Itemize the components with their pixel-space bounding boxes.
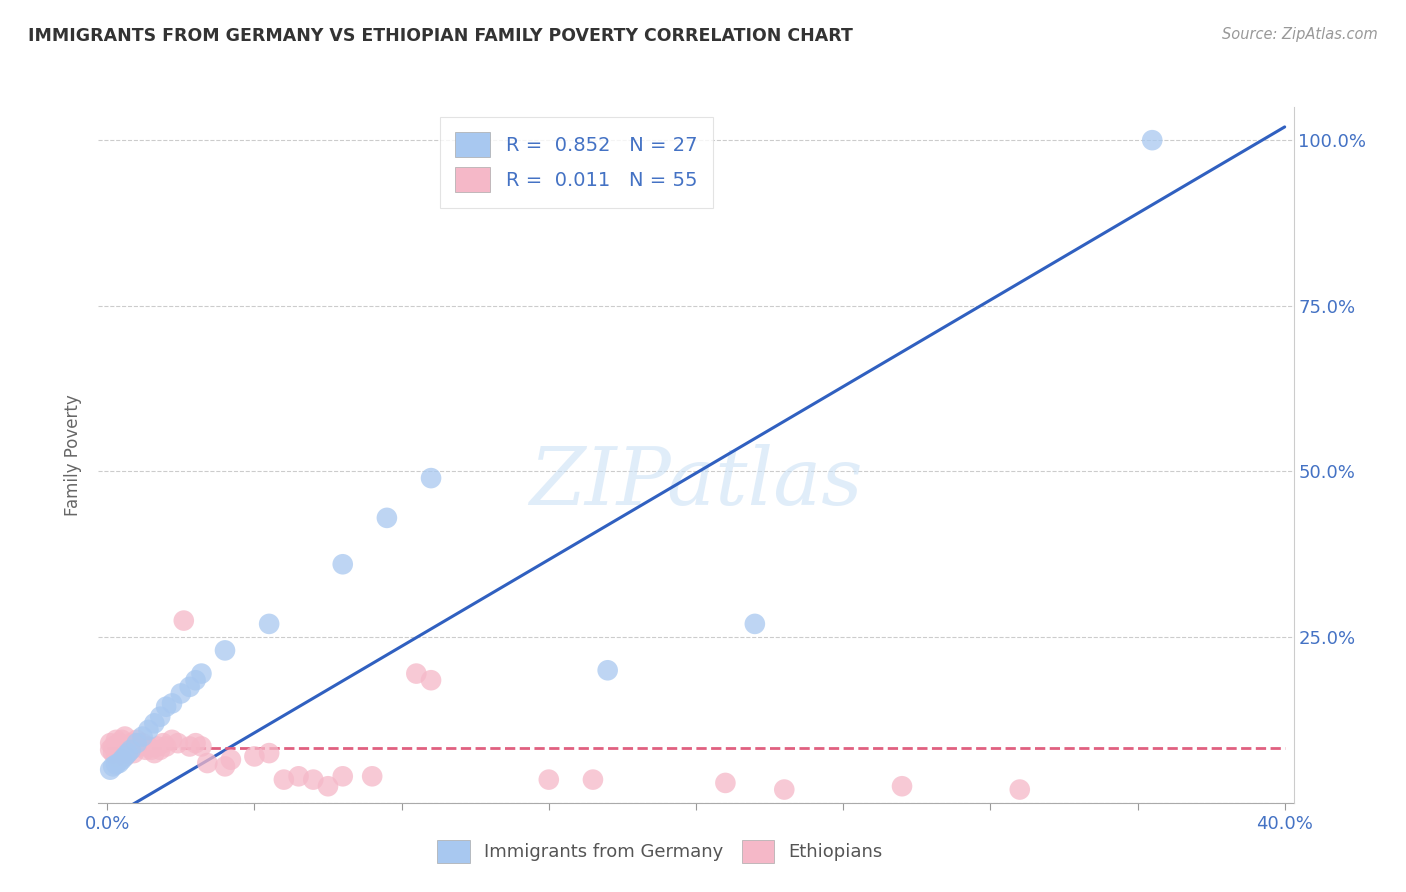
Point: [219, 753, 242, 767]
Point: [117, 739, 139, 754]
Point: [316, 779, 339, 793]
Point: [138, 739, 160, 754]
Point: [98, 763, 121, 777]
Point: [332, 769, 354, 783]
Point: [120, 736, 142, 750]
Point: [101, 739, 124, 754]
Point: [111, 739, 134, 754]
Point: [214, 759, 236, 773]
Point: [375, 511, 398, 525]
Point: [149, 743, 172, 757]
Point: [190, 739, 212, 754]
Text: IMMIGRANTS FROM GERMANY VS ETHIOPIAN FAMILY POVERTY CORRELATION CHART: IMMIGRANTS FROM GERMANY VS ETHIOPIAN FAM…: [28, 27, 853, 45]
Point: [1142, 133, 1164, 147]
Point: [149, 709, 172, 723]
Point: [117, 746, 139, 760]
Point: [131, 736, 153, 750]
Point: [537, 772, 560, 787]
Point: [111, 753, 134, 767]
Text: ZIPatlas: ZIPatlas: [529, 444, 863, 522]
Point: [155, 699, 177, 714]
Point: [128, 739, 150, 754]
Point: [105, 732, 128, 747]
Point: [105, 757, 128, 772]
Point: [101, 746, 124, 760]
Point: [98, 743, 121, 757]
Point: [714, 776, 737, 790]
Point: [420, 673, 443, 688]
Point: [108, 736, 131, 750]
Point: [596, 663, 619, 677]
Y-axis label: Family Poverty: Family Poverty: [65, 394, 83, 516]
Point: [744, 616, 766, 631]
Point: [773, 782, 796, 797]
Point: [105, 749, 128, 764]
Point: [152, 736, 174, 750]
Point: [120, 743, 142, 757]
Point: [101, 759, 124, 773]
Point: [173, 614, 195, 628]
Point: [146, 739, 169, 754]
Point: [108, 743, 131, 757]
Point: [190, 666, 212, 681]
Point: [287, 769, 309, 783]
Point: [122, 739, 145, 754]
Point: [167, 736, 190, 750]
Point: [98, 736, 121, 750]
Point: [160, 697, 183, 711]
Point: [891, 779, 914, 793]
Point: [361, 769, 384, 783]
Point: [122, 746, 145, 760]
Point: [125, 736, 148, 750]
Point: [143, 716, 166, 731]
Point: [143, 746, 166, 760]
Point: [420, 471, 443, 485]
Text: Source: ZipAtlas.com: Source: ZipAtlas.com: [1222, 27, 1378, 42]
Point: [405, 666, 427, 681]
Point: [184, 673, 207, 688]
Point: [195, 756, 218, 770]
Point: [114, 749, 136, 764]
Point: [134, 743, 156, 757]
Point: [125, 732, 148, 747]
Point: [257, 616, 280, 631]
Point: [160, 732, 183, 747]
Point: [302, 772, 325, 787]
Point: [170, 686, 193, 700]
Point: [243, 749, 266, 764]
Point: [179, 680, 201, 694]
Point: [1008, 782, 1031, 797]
Point: [179, 739, 201, 754]
Point: [114, 730, 136, 744]
Point: [257, 746, 280, 760]
Point: [155, 739, 177, 754]
Point: [108, 756, 131, 770]
Point: [114, 749, 136, 764]
Point: [125, 736, 148, 750]
Point: [120, 743, 142, 757]
Point: [111, 732, 134, 747]
Point: [273, 772, 295, 787]
Point: [138, 723, 160, 737]
Point: [141, 743, 163, 757]
Point: [214, 643, 236, 657]
Point: [332, 558, 354, 572]
Legend: Immigrants from Germany, Ethiopians: Immigrants from Germany, Ethiopians: [430, 832, 890, 871]
Point: [117, 746, 139, 760]
Point: [131, 730, 153, 744]
Point: [582, 772, 605, 787]
Point: [184, 736, 207, 750]
